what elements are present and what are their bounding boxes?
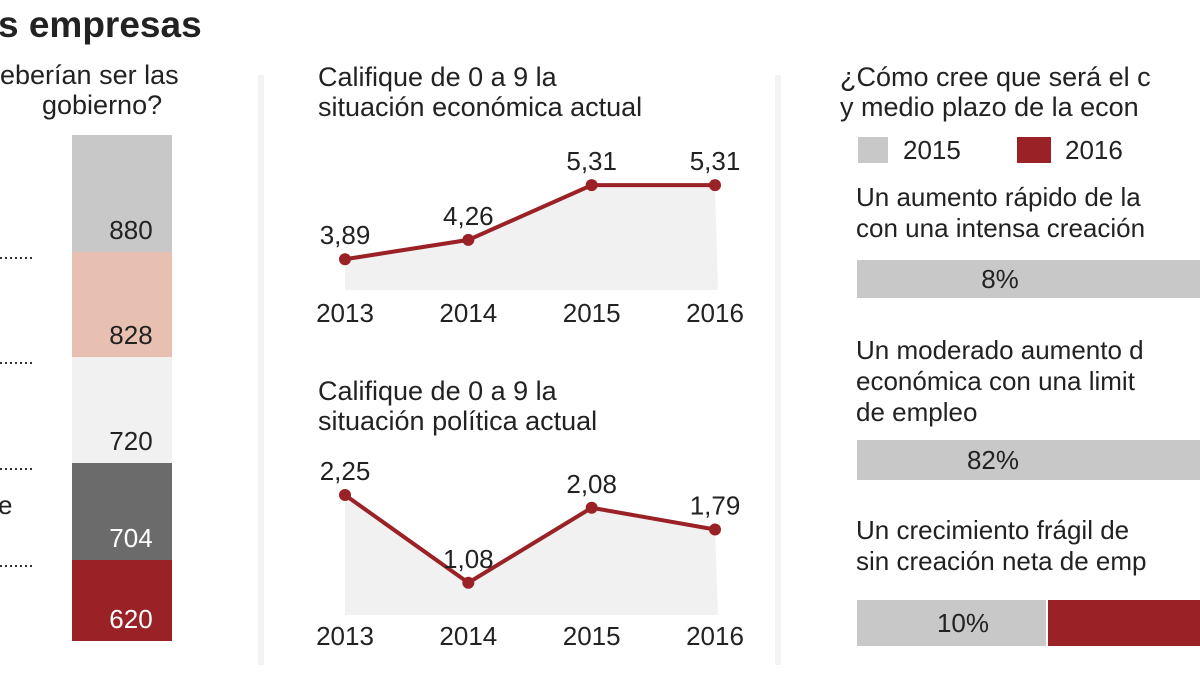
x-tick-label: 2016 [686, 621, 744, 651]
x-tick-label: 2013 [316, 298, 374, 328]
value-label: 5,31 [566, 146, 617, 176]
bar-segment [1048, 600, 1200, 646]
column-segment [72, 463, 172, 560]
point [585, 179, 598, 192]
category-label: económica con una limit [856, 366, 1136, 396]
bar [857, 600, 1046, 646]
point [709, 179, 721, 192]
area [345, 185, 718, 290]
bar [857, 260, 1200, 298]
value-label: 1,08 [443, 544, 494, 574]
separator [258, 75, 264, 665]
category-label: Un aumento rápido de la [856, 182, 1141, 212]
line [343, 493, 716, 586]
line [344, 183, 715, 262]
category-label: Un moderado aumento d [856, 335, 1144, 365]
column-segment [72, 357, 172, 463]
column-segment [72, 252, 172, 357]
x-tick-label: 2014 [439, 298, 497, 328]
value-label: 704 [109, 523, 152, 553]
value-label: 8% [981, 264, 1019, 294]
chart-title: eberían ser las [0, 60, 179, 90]
value-label: 880 [109, 215, 152, 245]
value-label: 82% [967, 445, 1019, 475]
legend-swatch [1017, 137, 1051, 163]
chart-title: Califique de 0 a 9 la [318, 62, 558, 92]
chart-title: Califique de 0 a 9 la [318, 376, 558, 406]
area [345, 495, 718, 615]
point [585, 501, 598, 514]
category-label: Un crecimiento frágil de [856, 515, 1129, 545]
value-label: 2,08 [566, 469, 617, 499]
column-segment [72, 135, 172, 252]
value-label: 4,26 [443, 201, 494, 231]
chart-title: situación económica actual [318, 92, 642, 122]
bar [857, 440, 1200, 480]
category-label: de empleo [856, 397, 977, 427]
chart-title: situación política actual [318, 406, 597, 436]
x-tick-label: 2013 [316, 621, 374, 651]
point [709, 523, 721, 536]
x-tick-label: 2015 [563, 298, 621, 328]
category-label: sin creación neta de emp [856, 546, 1147, 576]
legend-swatch [858, 137, 888, 163]
point [462, 576, 475, 589]
point [339, 253, 351, 266]
value-label: 1,79 [690, 491, 741, 521]
value-label: 10% [937, 608, 989, 638]
page-title: s empresas [0, 4, 202, 45]
x-tick-label: 2014 [439, 621, 497, 651]
point [339, 489, 351, 501]
value-label: 620 [109, 604, 152, 634]
legend-label: 2015 [903, 135, 961, 165]
value-label: 5,31 [690, 146, 741, 176]
value-label: 2,25 [320, 456, 371, 486]
value-label: 828 [109, 320, 152, 350]
separator [775, 75, 781, 665]
value-label: 720 [109, 426, 152, 456]
x-tick-label: 2015 [563, 621, 621, 651]
category-label: e [0, 490, 12, 520]
chart-title: y medio plazo de la econ [840, 92, 1139, 122]
chart-title: gobierno? [42, 90, 162, 120]
category-label: con una intensa creación [856, 213, 1145, 243]
value-label: 3,89 [320, 220, 371, 250]
point [462, 233, 475, 246]
legend-label: 2016 [1065, 135, 1123, 165]
chart-title: ¿Cómo cree que será el c [840, 62, 1151, 92]
x-tick-label: 2016 [686, 298, 744, 328]
column-segment [72, 560, 172, 641]
